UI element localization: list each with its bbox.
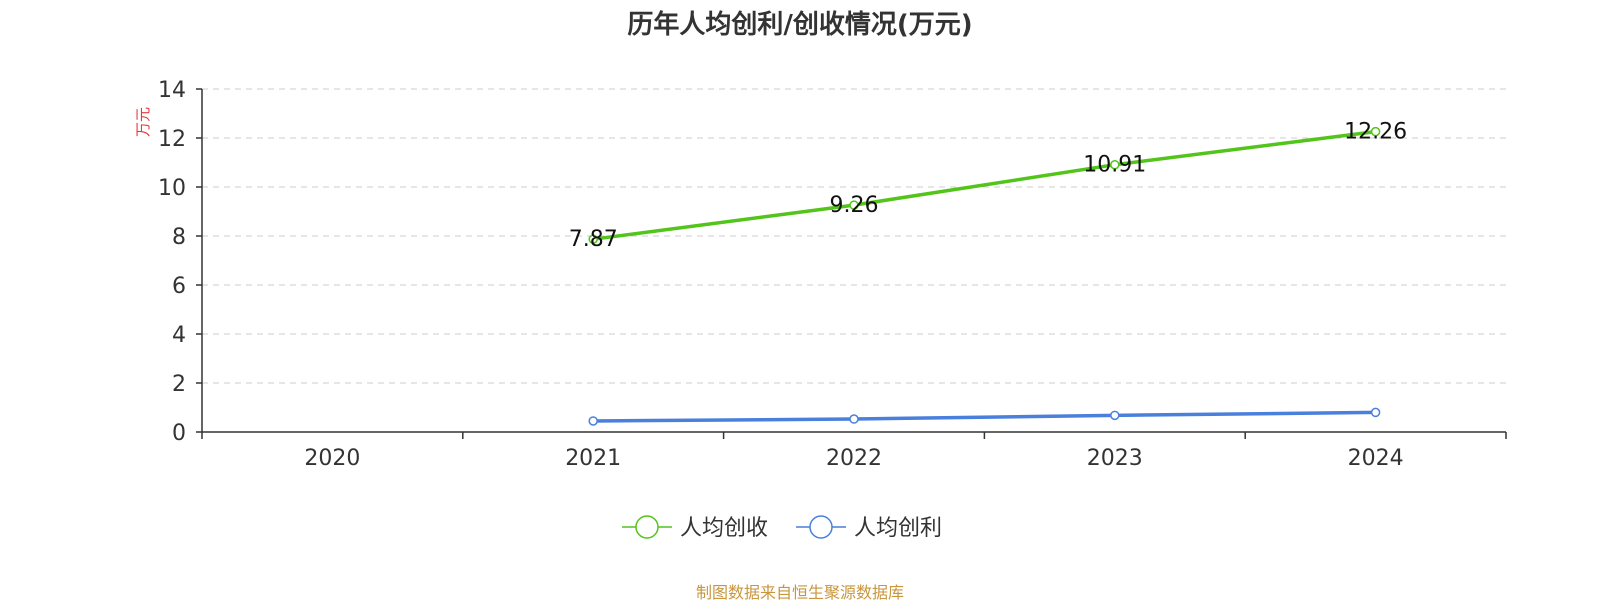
legend-label: 人均创利 bbox=[854, 516, 942, 541]
x-tick-label: 2022 bbox=[826, 446, 882, 471]
y-tick-label: 10 bbox=[158, 176, 186, 201]
data-point bbox=[1370, 126, 1381, 137]
data-point bbox=[588, 416, 598, 426]
y-tick-label: 12 bbox=[158, 127, 186, 152]
data-point bbox=[849, 200, 859, 210]
y-tick-label: 14 bbox=[158, 78, 186, 103]
series bbox=[588, 126, 1381, 426]
x-tick-label: 2020 bbox=[304, 446, 360, 471]
series-line-1 bbox=[592, 129, 1376, 241]
data-point bbox=[1110, 159, 1120, 170]
y-tick-label: 0 bbox=[172, 421, 186, 446]
legend: 人均创收 人均创利 bbox=[622, 515, 942, 541]
series-line-2 bbox=[593, 410, 1376, 423]
legend-marker-2 bbox=[809, 515, 833, 539]
y-tick-label: 6 bbox=[172, 274, 186, 299]
data-label: 10.91 bbox=[1083, 153, 1146, 178]
data-label: 7.87 bbox=[569, 227, 618, 252]
data-point bbox=[849, 414, 859, 424]
data-point bbox=[1110, 410, 1120, 421]
y-axis-unit-label: 万元 bbox=[134, 107, 152, 137]
data-label: 9.26 bbox=[830, 193, 879, 218]
y-tick-label: 4 bbox=[172, 323, 186, 348]
data-point bbox=[1370, 407, 1381, 418]
legend-label: 人均创收 bbox=[680, 516, 768, 541]
data-label: 12.26 bbox=[1344, 120, 1407, 145]
data-point bbox=[588, 234, 598, 244]
x-tick-label: 2024 bbox=[1348, 446, 1404, 471]
source-footer: 制图数据来自恒生聚源数据库 bbox=[695, 583, 904, 602]
chart-title: 历年人均创利/创收情况(万元) bbox=[627, 10, 973, 40]
grid-lines bbox=[202, 88, 1506, 384]
x-tick-label: 2023 bbox=[1087, 446, 1143, 471]
y-tick-label: 2 bbox=[172, 372, 186, 397]
x-tick-label: 2021 bbox=[565, 446, 621, 471]
legend-marker-1 bbox=[635, 515, 659, 539]
data-labels: 7.87 9.26 10.91 12.26 bbox=[569, 120, 1407, 253]
y-tick-label: 8 bbox=[172, 225, 186, 250]
